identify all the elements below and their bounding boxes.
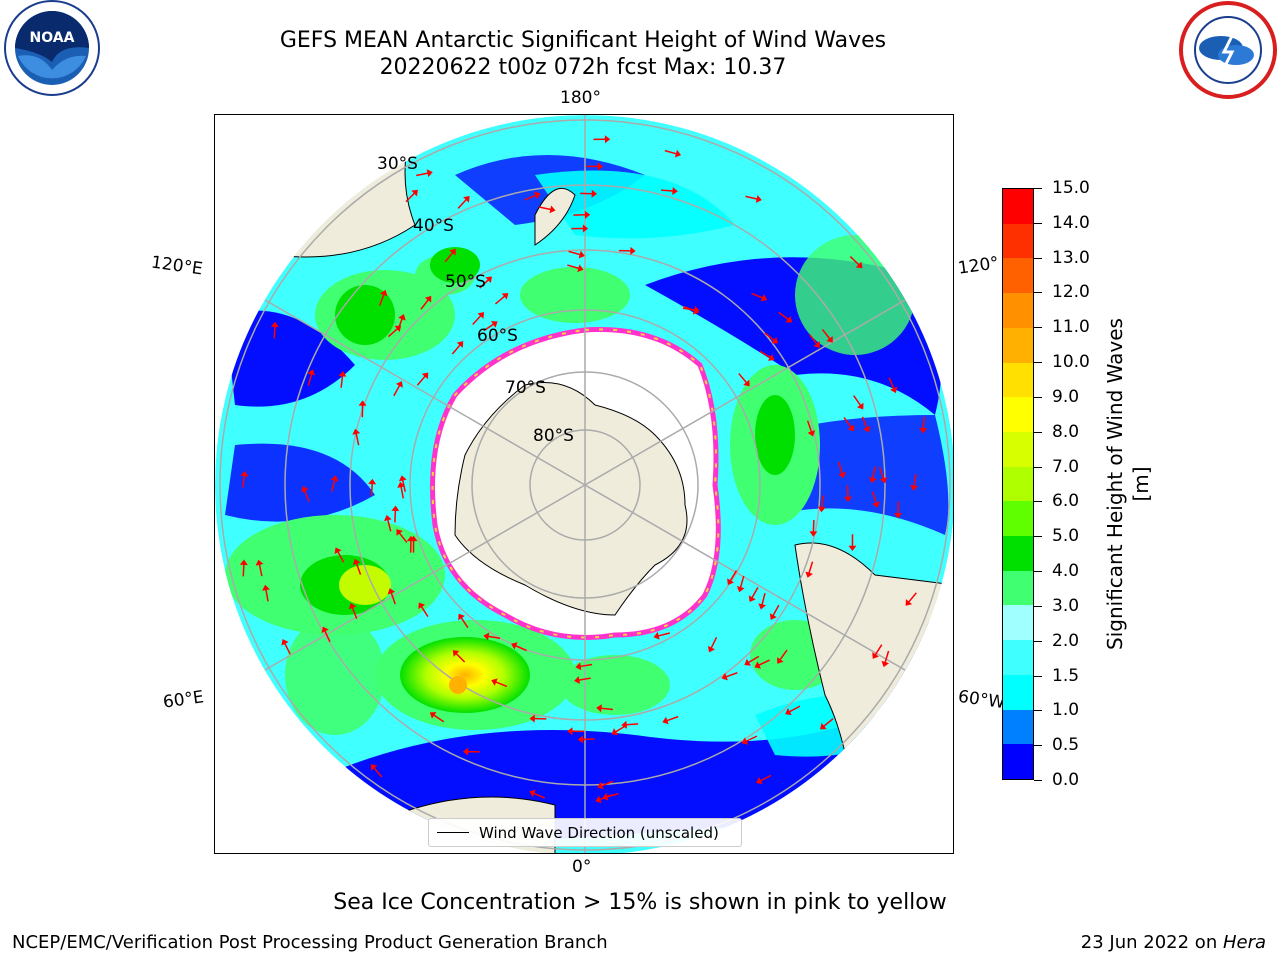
- colorbar: [1002, 188, 1034, 780]
- colorbar-tick: [1034, 536, 1042, 537]
- lon-label-0: 0°: [572, 857, 591, 877]
- colorbar-tick: [1034, 327, 1042, 328]
- colorbar-segment: [1003, 536, 1033, 571]
- colorbar-tick-label: 14.0: [1052, 213, 1090, 233]
- colorbar-tick-label: 1.5: [1052, 666, 1079, 686]
- lon-label-60w: 60°W: [957, 687, 1006, 713]
- colorbar-tick: [1034, 292, 1042, 293]
- colorbar-tick-label: 6.0: [1052, 491, 1079, 511]
- colorbar-tick-label: 8.0: [1052, 422, 1079, 442]
- colorbar-segment: [1003, 258, 1033, 293]
- colorbar-tick-label: 13.0: [1052, 248, 1090, 268]
- wind-wave-arrow: [274, 326, 275, 338]
- colorbar-tick: [1034, 258, 1042, 259]
- date-prefix: 23 Jun 2022 on: [1081, 932, 1223, 953]
- colorbar-tick-label: 4.0: [1052, 561, 1079, 581]
- lon-label-120e: 120°E: [150, 252, 204, 279]
- colorbar-tick: [1034, 188, 1042, 189]
- credit-text: NCEP/EMC/Verification Post Processing Pr…: [12, 932, 608, 953]
- wind-wave-arrow: [626, 724, 638, 725]
- colorbar-segment: [1003, 571, 1033, 606]
- colorbar-segment: [1003, 224, 1033, 259]
- colorbar-tick: [1034, 362, 1042, 363]
- svg-text:NOAA: NOAA: [30, 30, 75, 46]
- max-wave-region: [400, 637, 530, 713]
- colorbar-segment: [1003, 675, 1033, 710]
- max-marker: [449, 676, 467, 694]
- colorbar-segment: [1003, 432, 1033, 467]
- colorbar-segment: [1003, 467, 1033, 502]
- legend-line-icon: [437, 832, 469, 833]
- colorbar-label: Significant Height of Wind Waves [m]: [1102, 304, 1154, 664]
- lat-label-30s: 30°S: [377, 154, 418, 174]
- wind-wave-arrow: [661, 190, 673, 191]
- legend-label: Wind Wave Direction (unscaled): [479, 824, 719, 842]
- map-legend: Wind Wave Direction (unscaled): [428, 818, 742, 847]
- polar-map: 30°S 40°S 50°S 60°S 70°S 80°S: [215, 115, 954, 854]
- chart-title: GEFS MEAN Antarctic Significant Height o…: [200, 27, 966, 54]
- colorbar-tick-label: 9.0: [1052, 387, 1079, 407]
- colorbar-tick: [1034, 397, 1042, 398]
- colorbar-tick-label: 0.0: [1052, 770, 1079, 790]
- lon-label-180: 180°: [560, 88, 601, 108]
- colorbar-tick: [1034, 745, 1042, 746]
- colorbar-segment: [1003, 397, 1033, 432]
- colorbar-tick-label: 15.0: [1052, 178, 1090, 198]
- wind-wave-arrow: [923, 417, 924, 429]
- colorbar-tick: [1034, 571, 1042, 572]
- colorbar-tick-label: 12.0: [1052, 282, 1090, 302]
- colorbar-segment: [1003, 363, 1033, 398]
- colorbar-tick-label: 2.0: [1052, 631, 1079, 651]
- chart-subtitle: 20220622 t00z 072h fcst Max: 10.37: [200, 54, 966, 81]
- colorbar-tick-label: 7.0: [1052, 457, 1079, 477]
- lat-label-60s: 60°S: [477, 326, 518, 346]
- lon-label-120w: 120°: [957, 253, 1000, 279]
- colorbar-tick-label: 10.0: [1052, 352, 1090, 372]
- map-panel: 30°S 40°S 50°S 60°S 70°S 80°S: [214, 114, 954, 854]
- lat-label-70s: 70°S: [505, 378, 546, 398]
- colorbar-segment: [1003, 640, 1033, 675]
- wind-wave-arrow: [243, 564, 244, 576]
- sea-ice-note: Sea Ice Concentration > 15% is shown in …: [214, 890, 1066, 915]
- lat-label-80s: 80°S: [533, 426, 574, 446]
- colorbar-tick: [1034, 432, 1042, 433]
- date-machine: Hera: [1223, 932, 1266, 953]
- colorbar-tick-label: 5.0: [1052, 526, 1079, 546]
- date-text: 23 Jun 2022 on Hera: [1081, 932, 1266, 953]
- noaa-logo: NOAA: [0, 0, 104, 100]
- colorbar-tick: [1034, 606, 1042, 607]
- colorbar-tick: [1034, 467, 1042, 468]
- colorbar-segment: [1003, 189, 1033, 224]
- colorbar-segment: [1003, 744, 1033, 779]
- nws-logo: [1176, 0, 1280, 100]
- colorbar-tick: [1034, 710, 1042, 711]
- colorbar-tick-label: 11.0: [1052, 317, 1090, 337]
- lat-label-40s: 40°S: [413, 216, 454, 236]
- colorbar-segment: [1003, 293, 1033, 328]
- colorbar-tick: [1034, 223, 1042, 224]
- colorbar-segment: [1003, 501, 1033, 536]
- colorbar-segment: [1003, 605, 1033, 640]
- colorbar-tick-label: 1.0: [1052, 700, 1079, 720]
- colorbar-tick-label: 3.0: [1052, 596, 1079, 616]
- colorbar-segment: [1003, 710, 1033, 745]
- colorbar-tick: [1034, 780, 1042, 781]
- wind-wave-arrow: [372, 484, 373, 496]
- lon-label-60e: 60°E: [162, 687, 205, 712]
- colorbar-tick: [1034, 501, 1042, 502]
- colorbar-tick-label: 0.5: [1052, 735, 1079, 755]
- lat-label-50s: 50°S: [445, 272, 486, 292]
- colorbar-tick: [1034, 676, 1042, 677]
- colorbar-segment: [1003, 328, 1033, 363]
- colorbar-tick: [1034, 641, 1042, 642]
